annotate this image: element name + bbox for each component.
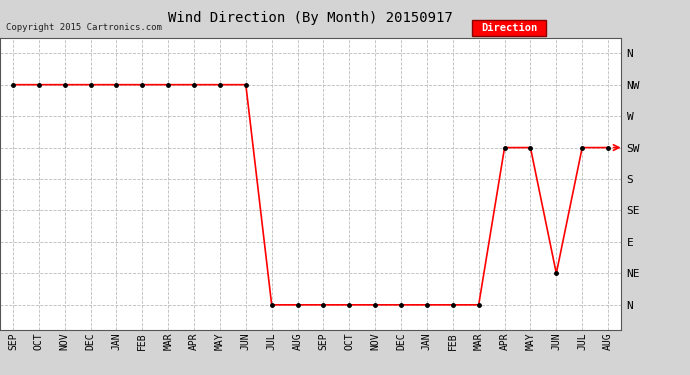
Text: Wind Direction (By Month) 20150917: Wind Direction (By Month) 20150917 [168, 11, 453, 25]
Text: Direction: Direction [481, 23, 538, 33]
FancyBboxPatch shape [472, 20, 546, 36]
Text: Copyright 2015 Cartronics.com: Copyright 2015 Cartronics.com [6, 22, 162, 32]
